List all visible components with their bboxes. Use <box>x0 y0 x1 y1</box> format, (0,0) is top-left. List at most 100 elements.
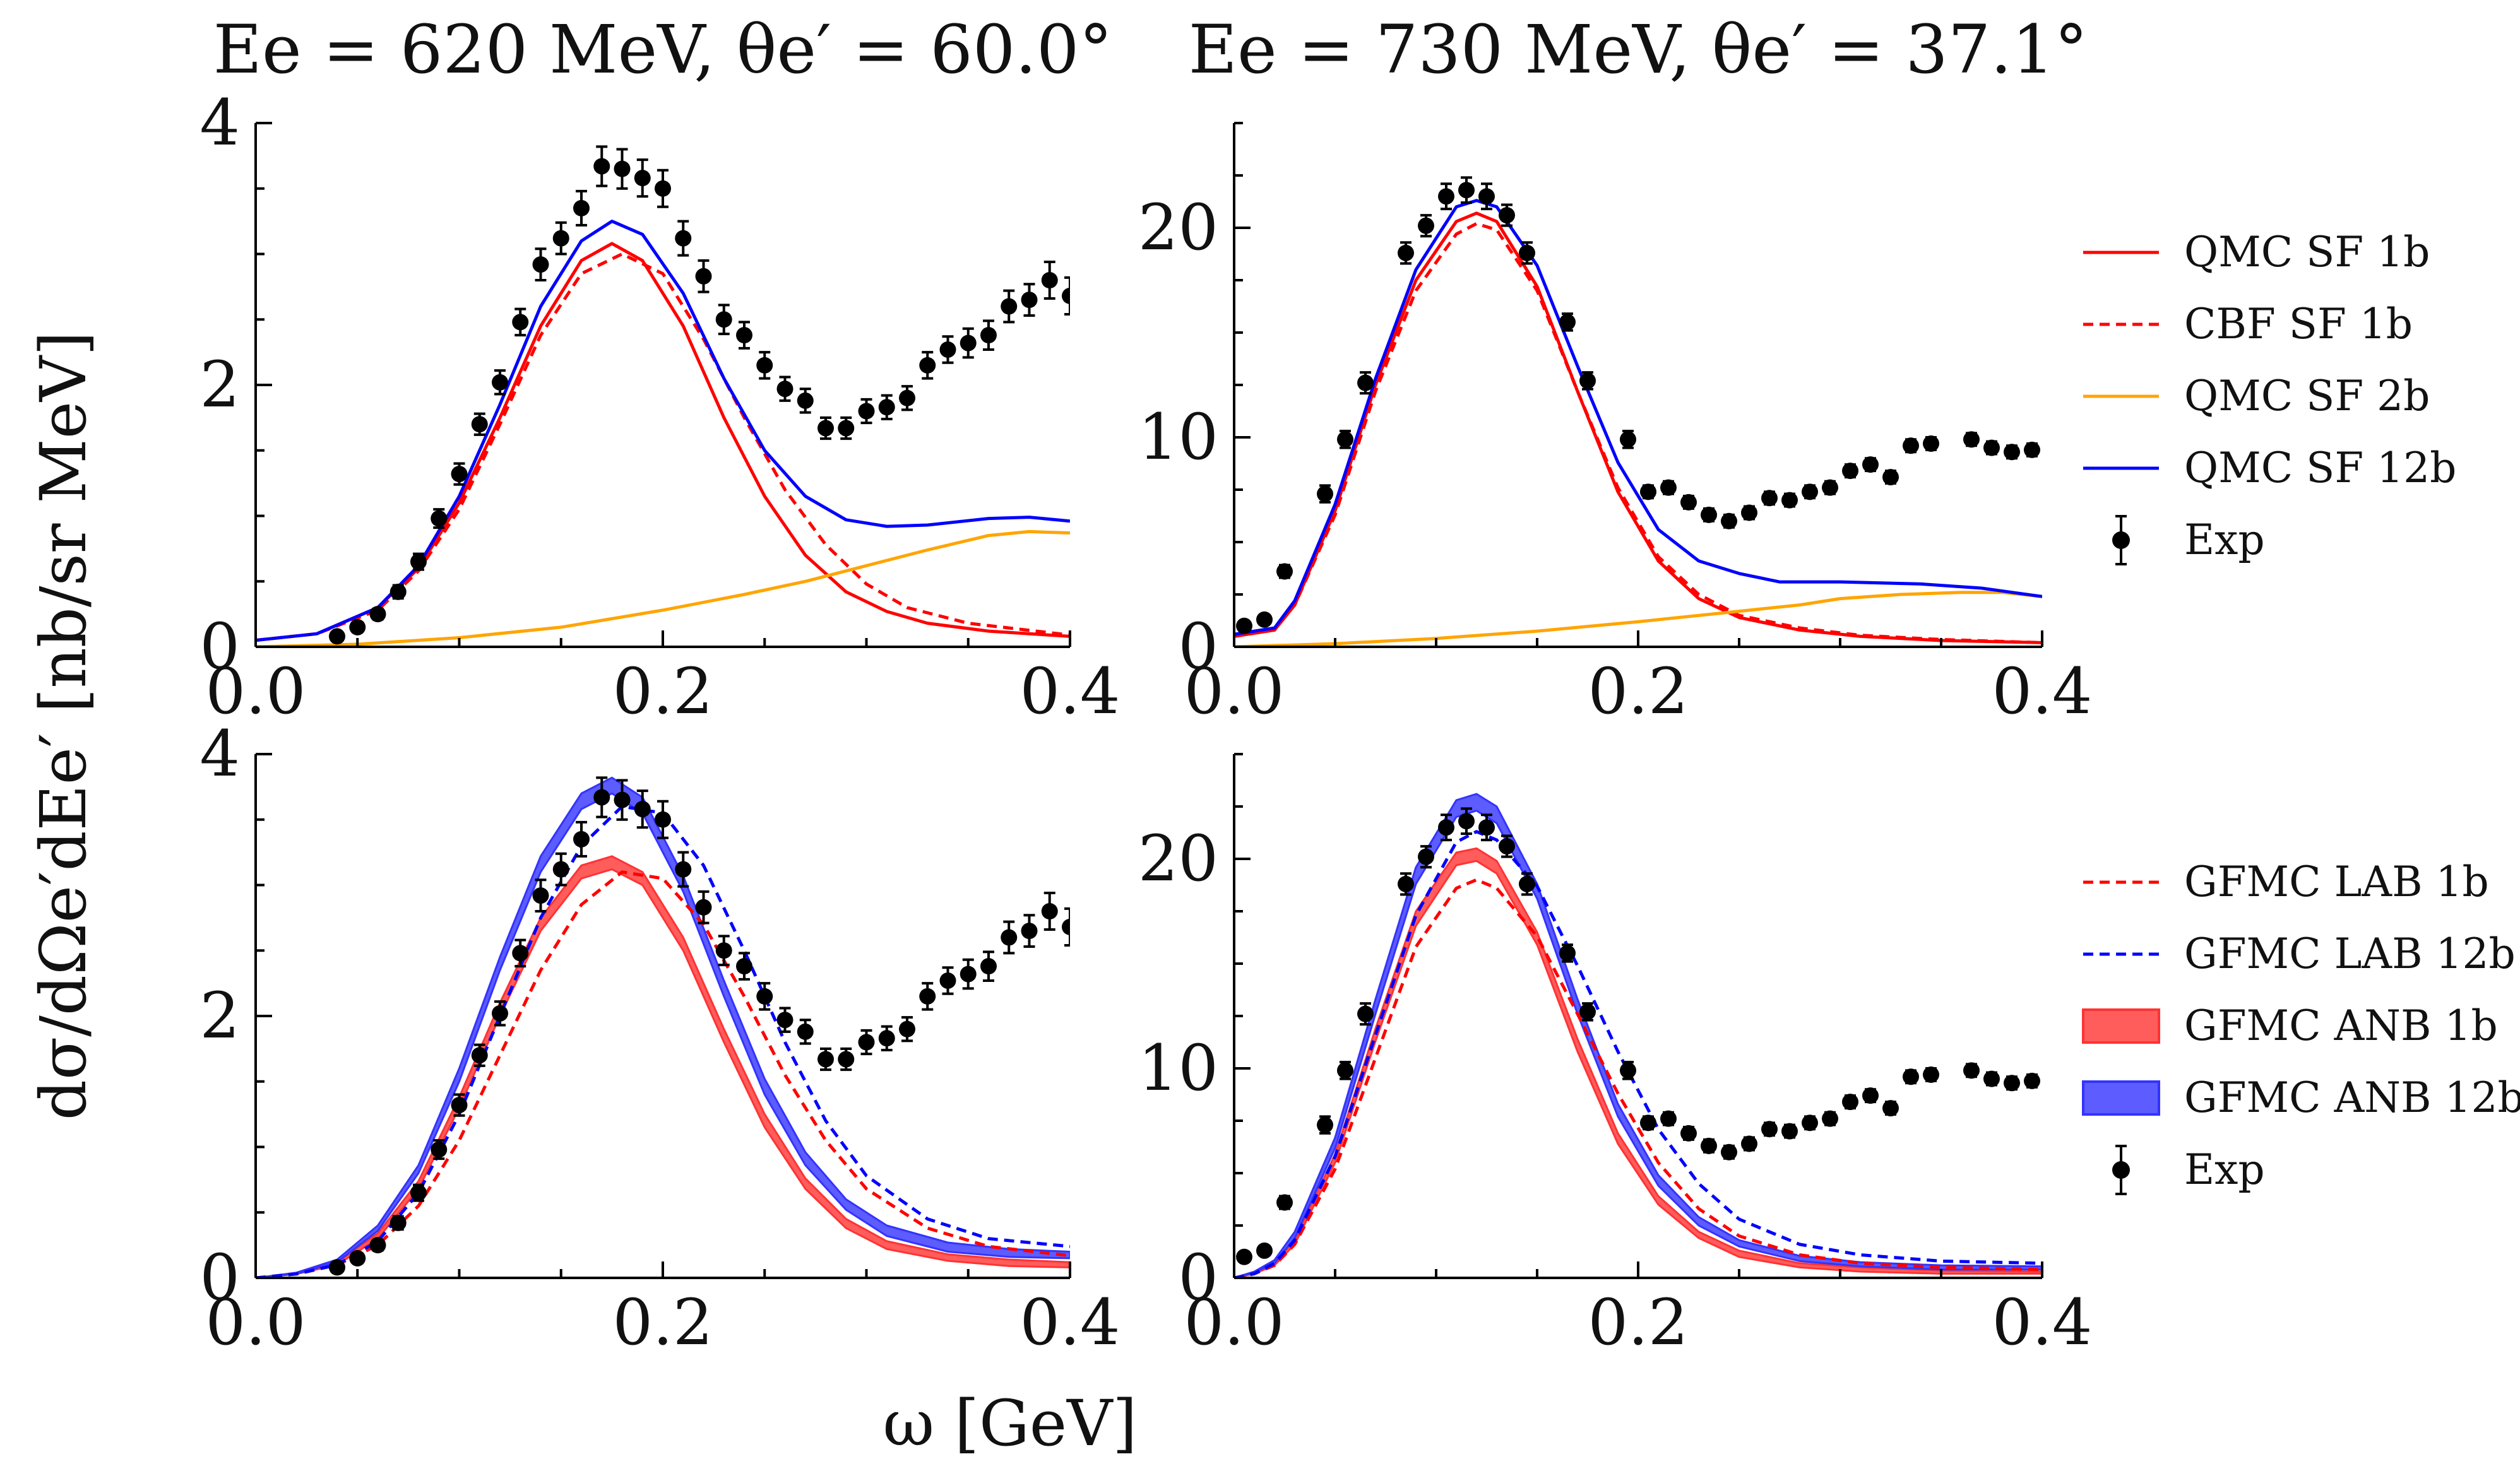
series-gfmc-lab-1b <box>256 870 1070 1278</box>
x-tick-label: 0.2 <box>1588 654 1688 728</box>
exp-point <box>1721 1143 1737 1161</box>
exp-point <box>369 1237 386 1254</box>
exp-point <box>1882 469 1899 486</box>
y-tick-label: 20 <box>1138 191 1218 264</box>
exp-point <box>1620 430 1636 449</box>
exp-point <box>1579 1002 1596 1022</box>
legend-label: Exp <box>2184 516 2265 564</box>
legend-item: GFMC ANB 12b <box>2082 1073 2520 1122</box>
exp-point <box>1458 176 1475 204</box>
exp-point <box>2024 441 2040 458</box>
exp-point <box>1903 1068 1919 1085</box>
exp-point <box>1418 214 1434 238</box>
exp-point <box>329 628 345 645</box>
exp-point <box>736 952 752 981</box>
series-gfmc-lab-12b <box>1234 830 2042 1278</box>
exp-point <box>1438 813 1454 842</box>
exp-point <box>614 779 631 821</box>
exp-point <box>471 1043 488 1067</box>
exp-point <box>899 385 915 411</box>
exp-point <box>471 412 488 436</box>
exp-point <box>2024 1072 2040 1089</box>
series-qmc-sf-12b <box>256 220 1070 642</box>
exp-point <box>1701 506 1717 523</box>
exp-point <box>1660 1110 1677 1127</box>
y-tick-label: 0 <box>1178 610 1218 683</box>
exp-point <box>593 776 610 818</box>
exp-point <box>1276 563 1293 580</box>
exp-point <box>532 247 549 281</box>
exp-point <box>919 351 936 380</box>
exp-point <box>655 800 671 839</box>
exp-point <box>675 851 692 888</box>
legend-label: CBF SF 1b <box>2184 300 2413 348</box>
series-cbf-sf-1b <box>256 252 1070 642</box>
panel-top-left: Ee = 620 MeV, θe′ = 60.0° 0.0 0.2 0.4 0 2 4 <box>199 11 1120 728</box>
exp-point <box>858 1029 875 1056</box>
legend-bottom: GFMC LAB 1b GFMC LAB 12b GFMC ANB 1b GFMC A… <box>2082 858 2520 1195</box>
exp-point <box>838 416 855 440</box>
exp-point <box>1620 1061 1636 1080</box>
exp-point <box>1721 512 1737 529</box>
exp-point <box>451 1093 468 1117</box>
exp-point <box>634 789 651 829</box>
legend-label: GFMC LAB 12b <box>2184 930 2516 978</box>
exp-point <box>1923 1066 1939 1083</box>
panel-bottom-right: 0.0 0.2 0.4 0 10 20 <box>1138 753 2093 1359</box>
exp-point <box>1862 1087 1879 1104</box>
exp-point <box>1317 484 1333 504</box>
exp-point <box>1802 483 1818 500</box>
exp-point <box>675 220 692 257</box>
band-gfmc-anb-1b <box>1234 847 2042 1278</box>
exp-point <box>349 618 366 635</box>
legend-label: QMC SF 2b <box>2184 372 2430 420</box>
exp-point <box>878 1025 895 1051</box>
exp-point <box>1741 1135 1757 1152</box>
y-tick-label: 2 <box>199 348 240 422</box>
x-tick-label: 0.0 <box>205 654 306 728</box>
exp-point <box>451 462 468 486</box>
exp-point <box>817 1047 834 1072</box>
y-tick-label: 10 <box>1138 1031 1218 1105</box>
exp-point <box>1680 493 1697 511</box>
exp-point <box>1062 907 1070 947</box>
y-tick-label: 20 <box>1138 822 1218 895</box>
legend-top: QMC SF 1b CBF SF 1b QMC SF 2b QMC SF 12b Exp <box>2083 228 2456 565</box>
exp-point <box>389 1214 407 1231</box>
legend-item: QMC SF 12b <box>2083 444 2456 492</box>
exp-point <box>1478 813 1495 842</box>
exp-point <box>817 416 834 440</box>
exp-point <box>329 1259 345 1276</box>
exp-point <box>573 189 590 227</box>
legend-item: GFMC ANB 1b <box>2082 1001 2498 1050</box>
exp-point <box>1559 943 1576 963</box>
exp-point <box>2004 444 2020 461</box>
exp-point <box>1499 203 1515 227</box>
x-tick-label: 0.0 <box>1184 1285 1284 1359</box>
exp-point <box>1519 241 1535 265</box>
legend-label: QMC SF 1b <box>2184 228 2430 276</box>
legend-label: GFMC ANB 12b <box>2184 1073 2520 1122</box>
plot-area <box>256 776 1070 1278</box>
exp-point <box>695 259 712 293</box>
series-gfmc-lab-12b <box>256 805 1070 1278</box>
exp-point <box>1398 241 1414 265</box>
exp-point <box>1842 463 1858 480</box>
exp-point <box>492 369 508 396</box>
exp-point <box>1882 1100 1899 1117</box>
x-tick-label: 0.2 <box>612 654 713 728</box>
exp-point <box>1640 483 1656 500</box>
x-tick-label: 0.4 <box>1019 654 1120 728</box>
series-gfmc-lab-1b <box>1234 878 2042 1278</box>
series-qmc-sf-12b <box>1234 199 2042 636</box>
legend-item: GFMC LAB 12b <box>2083 930 2516 978</box>
exp-point <box>1001 289 1018 324</box>
band-gfmc-anb-12b <box>1234 793 2042 1278</box>
exp-point <box>1357 371 1374 395</box>
exp-point <box>1660 479 1677 496</box>
series-qmc-sf-2b <box>256 529 1070 647</box>
exp-point <box>410 552 427 571</box>
exp-point <box>1398 872 1414 896</box>
legend-swatch <box>2112 1161 2130 1179</box>
x-tick-label: 0.2 <box>612 1285 713 1359</box>
